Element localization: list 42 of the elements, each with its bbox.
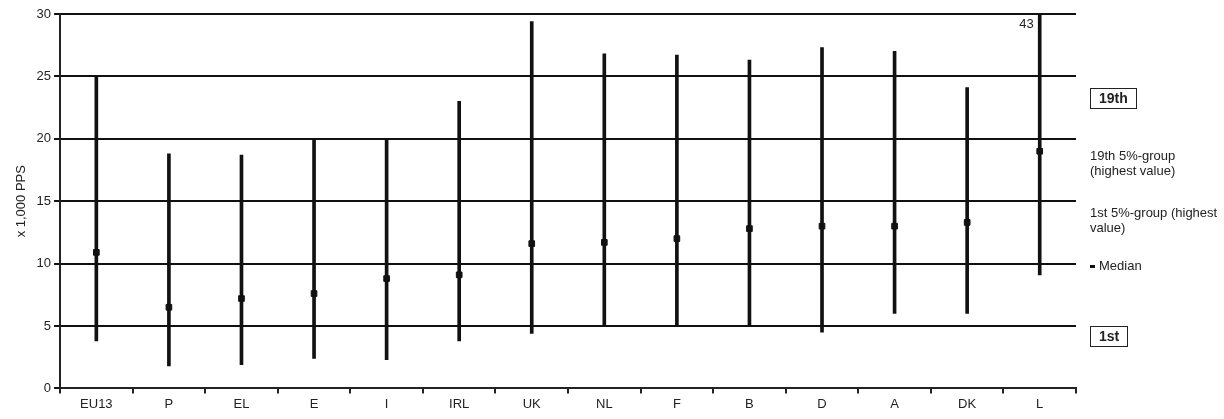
point bbox=[818, 222, 826, 230]
point bbox=[963, 219, 971, 226]
point bbox=[1036, 147, 1044, 155]
x-tick-label: P bbox=[164, 395, 174, 411]
point bbox=[673, 235, 681, 242]
y-tick-label: 30 bbox=[36, 5, 52, 21]
x-tick-label: B bbox=[745, 395, 754, 411]
text: 1st bbox=[1090, 326, 1129, 347]
y-tick-label: 25 bbox=[36, 67, 52, 83]
x-tick-label: EU13 bbox=[80, 395, 113, 411]
data-label: 43 bbox=[1019, 16, 1034, 32]
point bbox=[746, 225, 753, 232]
legend-label: Median bbox=[1098, 258, 1142, 273]
y-tick-label: 0 bbox=[43, 379, 52, 395]
x-tick-label: F bbox=[672, 395, 681, 411]
x-tick-label: EL bbox=[233, 395, 250, 411]
x-tick-label: IRL bbox=[449, 395, 470, 411]
x-tick-label: NL bbox=[596, 395, 613, 411]
x-tick-label: UK bbox=[522, 395, 542, 411]
point bbox=[238, 295, 245, 302]
y-tick-label: 5 bbox=[43, 317, 52, 333]
point bbox=[455, 271, 463, 279]
x-tick-label: E bbox=[309, 395, 319, 411]
point bbox=[93, 249, 100, 256]
text: 19th 5%-group (highest value) bbox=[1090, 148, 1177, 178]
x-tick-label: A bbox=[890, 395, 900, 411]
point bbox=[600, 239, 608, 246]
y-tick-label: 10 bbox=[36, 255, 52, 271]
y-tick-label: 20 bbox=[36, 130, 52, 146]
y-tick-label: 15 bbox=[36, 192, 52, 208]
text: 1st 5%-group (highest value) bbox=[1090, 205, 1219, 235]
x-tick-label: D bbox=[817, 395, 827, 411]
point bbox=[891, 222, 898, 230]
point bbox=[165, 303, 173, 311]
y-axis-title: x 1,000 PPS bbox=[13, 164, 29, 238]
point bbox=[383, 275, 390, 282]
point bbox=[528, 240, 536, 247]
point bbox=[310, 290, 318, 297]
x-tick-label: L bbox=[1036, 395, 1044, 411]
x-tick-label: I bbox=[384, 395, 389, 411]
text: 19th bbox=[1090, 88, 1137, 109]
x-tick-label: DK bbox=[958, 395, 977, 411]
